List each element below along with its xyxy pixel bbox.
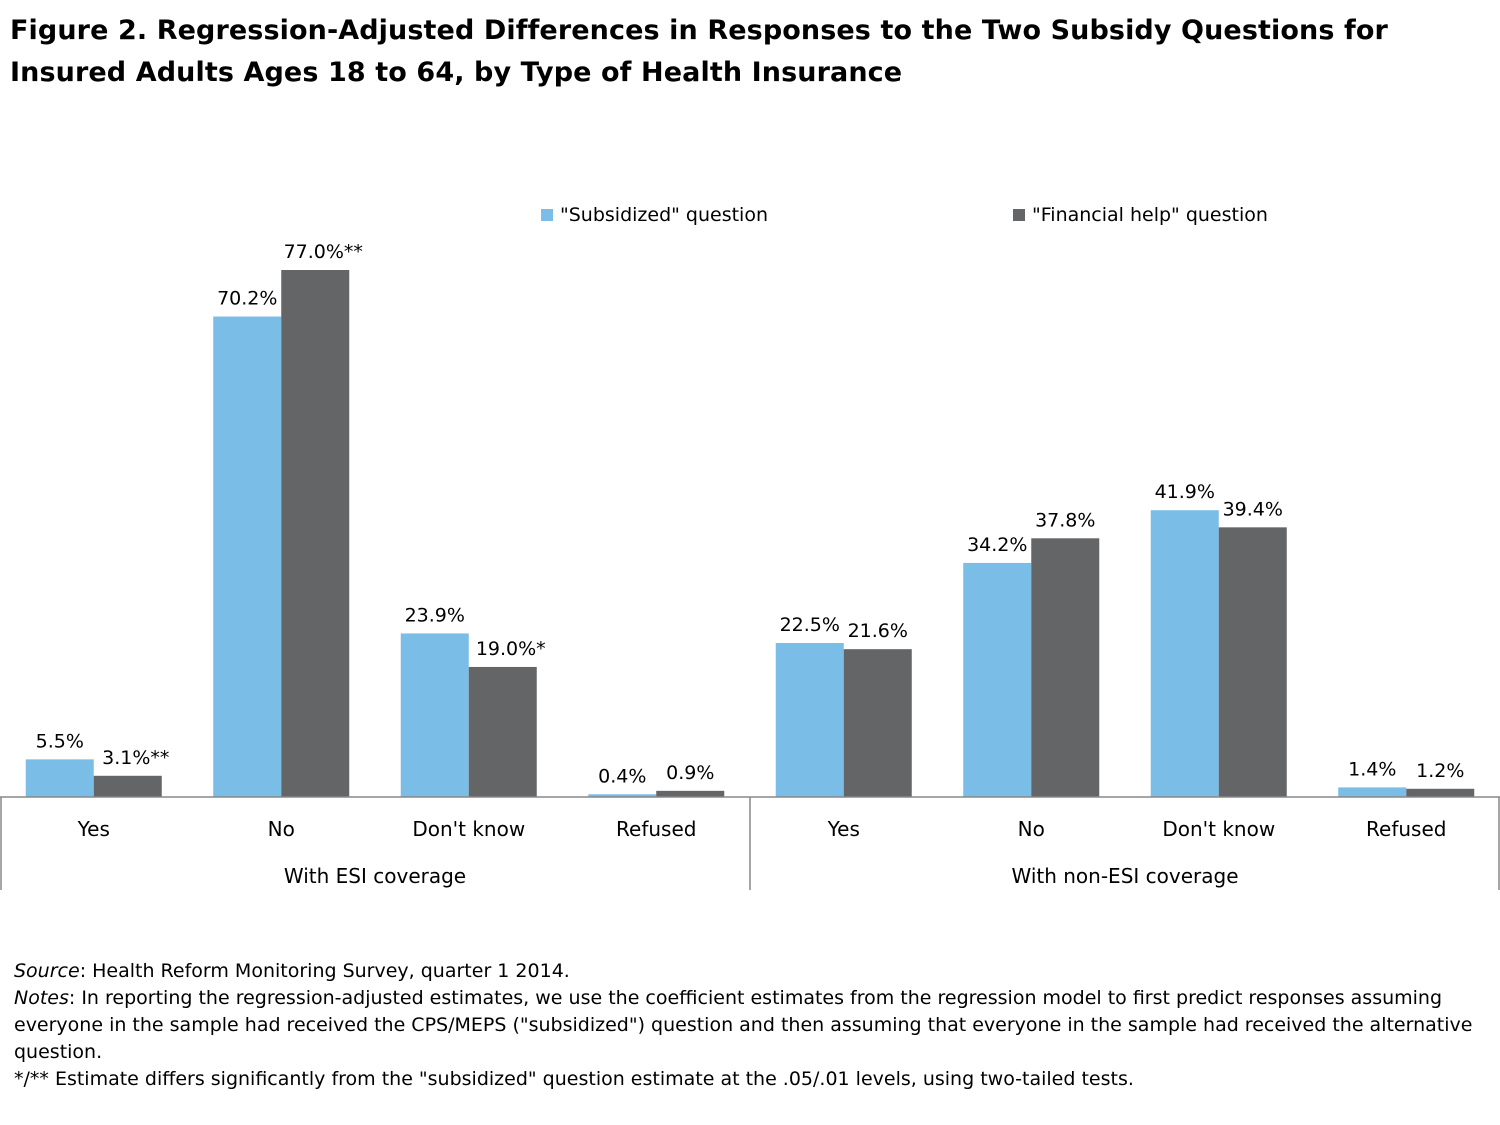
figure-title: Figure 2. Regression-Adjusted Difference… bbox=[10, 10, 1490, 94]
source-label: Source bbox=[14, 960, 80, 982]
bar bbox=[468, 666, 537, 797]
source-note: Source: Health Reform Monitoring Survey,… bbox=[14, 958, 1484, 985]
data-label: 5.5% bbox=[36, 730, 84, 752]
data-label: 39.4% bbox=[1223, 498, 1283, 520]
notes-text: : In reporting the regression-adjusted e… bbox=[14, 987, 1473, 1063]
data-label: 19.0%* bbox=[476, 638, 546, 660]
bar bbox=[400, 633, 469, 797]
category-label: Refused bbox=[616, 817, 696, 841]
source-text: : Health Reform Monitoring Survey, quart… bbox=[79, 960, 570, 982]
data-label: 0.4% bbox=[598, 765, 646, 787]
bar-chart: "Subsidized" question "Financial help" qu… bbox=[0, 204, 1500, 890]
bar bbox=[963, 562, 1032, 797]
bar bbox=[656, 790, 725, 797]
data-label: 0.9% bbox=[666, 762, 714, 784]
legend-swatch bbox=[541, 209, 553, 221]
category-label: No bbox=[1018, 817, 1045, 841]
category-label: Refused bbox=[1366, 817, 1446, 841]
bar bbox=[1406, 788, 1475, 797]
bar bbox=[93, 775, 162, 797]
significance-note: */** Estimate differs significantly from… bbox=[14, 1068, 1134, 1090]
data-label: 1.2% bbox=[1416, 760, 1464, 782]
notes-label: Notes bbox=[14, 987, 69, 1009]
figure-footer: Source: Health Reform Monitoring Survey,… bbox=[14, 958, 1484, 1093]
figure-title-line-1: Figure 2. Regression-Adjusted Difference… bbox=[10, 15, 1388, 46]
category-label: No bbox=[268, 817, 295, 841]
bar bbox=[25, 759, 94, 797]
data-label: 37.8% bbox=[1035, 509, 1095, 531]
notes: Notes: In reporting the regression-adjus… bbox=[14, 985, 1484, 1066]
data-label: 41.9% bbox=[1155, 481, 1215, 503]
category-label: Yes bbox=[827, 817, 860, 841]
data-label: 3.1%** bbox=[102, 747, 169, 769]
legend-label: "Subsidized" question bbox=[560, 204, 768, 226]
group-label: With ESI coverage bbox=[284, 864, 466, 888]
category-label: Yes bbox=[77, 817, 110, 841]
bar bbox=[1031, 538, 1100, 797]
legend-label: "Financial help" question bbox=[1032, 204, 1268, 226]
data-label: 1.4% bbox=[1348, 758, 1396, 780]
bar bbox=[213, 316, 282, 797]
group-label: With non-ESI coverage bbox=[1011, 864, 1238, 888]
data-label: 70.2% bbox=[217, 288, 277, 310]
figure-title-line-2: Insured Adults Ages 18 to 64, by Type of… bbox=[10, 57, 903, 88]
legend-swatch bbox=[1013, 209, 1025, 221]
data-label: 22.5% bbox=[780, 614, 840, 636]
category-label: Don't know bbox=[1162, 817, 1275, 841]
bar bbox=[1218, 527, 1287, 797]
bar bbox=[281, 270, 350, 797]
data-label: 23.9% bbox=[405, 604, 465, 626]
data-label: 34.2% bbox=[967, 534, 1027, 556]
category-label: Don't know bbox=[412, 817, 525, 841]
bar bbox=[1338, 787, 1407, 797]
data-label: 21.6% bbox=[848, 620, 908, 642]
bar bbox=[843, 649, 912, 797]
data-label: 77.0%** bbox=[284, 241, 363, 263]
bar bbox=[1150, 510, 1219, 797]
bar bbox=[588, 794, 657, 797]
bar bbox=[775, 643, 844, 797]
